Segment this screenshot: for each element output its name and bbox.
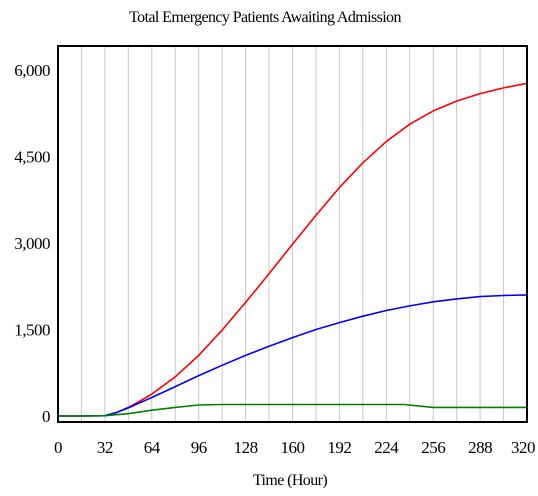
y-tick-label: 0 — [42, 407, 50, 426]
x-tick-label: 64 — [144, 438, 161, 457]
x-axis-ticks: 0 32 64 96 128 160 192 224 256 288 320 — [54, 438, 536, 457]
y-axis-ticks: 0 1,500 3,000 4,500 6,000 — [14, 61, 50, 426]
y-tick-label: 3,000 — [14, 234, 50, 253]
x-tick-label: 32 — [97, 438, 113, 457]
series-line-2 — [58, 294, 528, 417]
y-tick-label: 1,500 — [14, 321, 50, 340]
plot-frame — [57, 45, 528, 423]
x-axis-title: Time (Hour) — [253, 472, 327, 489]
x-tick-label: 128 — [234, 438, 258, 457]
x-tick-label: 160 — [281, 438, 305, 457]
series-lines — [58, 82, 528, 417]
x-tick-label: 0 — [54, 438, 62, 457]
y-tick-label: 6,000 — [14, 61, 50, 80]
x-tick-label: 192 — [327, 438, 351, 457]
chart-title: Total Emergency Patients Awaiting Admiss… — [129, 9, 401, 26]
series-line-3 — [58, 403, 527, 417]
x-tick-label: 96 — [191, 438, 207, 457]
grid-lines — [80, 46, 505, 422]
y-tick-label: 4,500 — [14, 148, 50, 167]
x-tick-label: 288 — [468, 438, 492, 457]
x-tick-label: 256 — [421, 438, 445, 457]
x-tick-label: 224 — [374, 438, 399, 457]
x-tick-label: 320 — [511, 438, 535, 457]
